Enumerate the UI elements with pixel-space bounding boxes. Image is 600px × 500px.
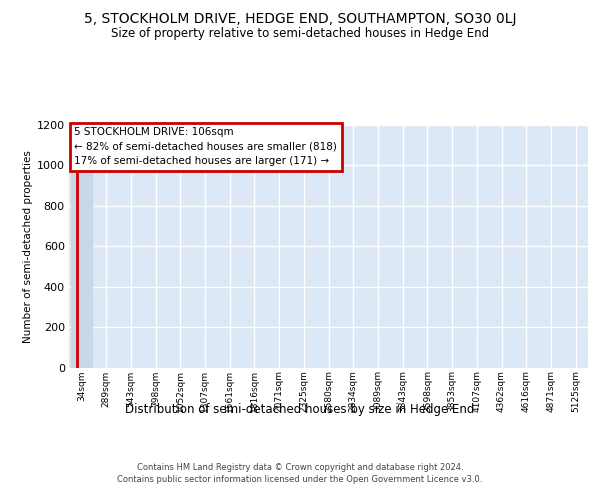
Text: 5, STOCKHOLM DRIVE, HEDGE END, SOUTHAMPTON, SO30 0LJ: 5, STOCKHOLM DRIVE, HEDGE END, SOUTHAMPT…: [84, 12, 516, 26]
Text: Contains HM Land Registry data © Crown copyright and database right 2024.
Contai: Contains HM Land Registry data © Crown c…: [118, 462, 482, 484]
Y-axis label: Number of semi-detached properties: Number of semi-detached properties: [23, 150, 32, 342]
Bar: [71, 168, 92, 368]
Text: Distribution of semi-detached houses by size in Hedge End: Distribution of semi-detached houses by …: [125, 402, 475, 415]
Text: Size of property relative to semi-detached houses in Hedge End: Size of property relative to semi-detach…: [111, 28, 489, 40]
Text: 5 STOCKHOLM DRIVE: 106sqm
← 82% of semi-detached houses are smaller (818)
17% of: 5 STOCKHOLM DRIVE: 106sqm ← 82% of semi-…: [74, 128, 337, 166]
